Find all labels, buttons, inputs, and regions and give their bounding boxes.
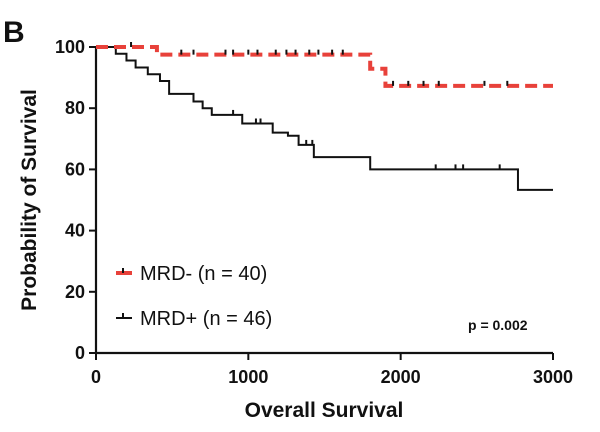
- y-tick-label: 80: [65, 98, 85, 118]
- series-mrd-positive-line: [96, 46, 553, 191]
- y-tick-label: 40: [65, 221, 85, 241]
- series-mrd-negative-line: [96, 45, 553, 88]
- legend-label-mrd-negative: MRD- (n = 40): [140, 263, 267, 285]
- p-value-annotation: p = 0.002: [468, 317, 528, 333]
- x-tick-label: 2000: [381, 367, 421, 387]
- y-tick-label: 60: [65, 159, 85, 179]
- x-tick-label: 3000: [533, 367, 573, 387]
- x-tick-label: 0: [91, 367, 101, 387]
- panel-letter: B: [3, 16, 25, 49]
- censor-marks-layer: [130, 42, 509, 170]
- y-tick-label: 20: [65, 282, 85, 302]
- series-layer: [96, 45, 553, 191]
- y-axis-title: Probability of Survival: [18, 89, 41, 311]
- y-tick-label: 100: [55, 37, 85, 57]
- y-tick-label: 0: [75, 343, 85, 363]
- legend: MRD- (n = 40) MRD+ (n = 46): [116, 263, 272, 330]
- x-axis-title: Overall Survival: [245, 399, 404, 422]
- legend-label-mrd-positive: MRD+ (n = 46): [140, 308, 272, 330]
- x-tick-label: 1000: [228, 367, 268, 387]
